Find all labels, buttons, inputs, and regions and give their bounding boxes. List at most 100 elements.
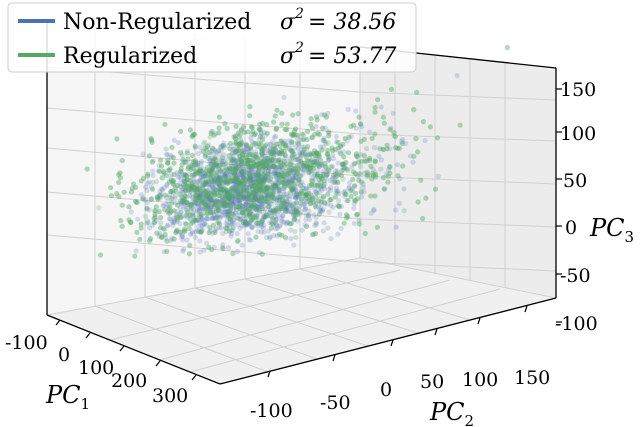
scatter-point bbox=[157, 195, 163, 201]
scatter-point bbox=[304, 136, 310, 143]
scatter-point bbox=[178, 128, 184, 134]
scatter-point bbox=[378, 157, 384, 163]
scatter-point bbox=[279, 166, 285, 172]
scatter-point bbox=[291, 170, 297, 176]
scatter-point bbox=[260, 146, 266, 152]
scatter-point bbox=[288, 167, 294, 174]
scatter-point bbox=[259, 224, 265, 230]
scatter-point bbox=[245, 192, 251, 198]
scatter-point bbox=[97, 252, 104, 258]
scatter-point bbox=[272, 205, 278, 211]
scatter-point bbox=[180, 234, 186, 240]
scatter-point bbox=[249, 225, 255, 231]
scatter-point bbox=[260, 180, 266, 186]
scatter-point bbox=[181, 247, 187, 253]
scatter-point bbox=[203, 215, 210, 221]
scatter-point bbox=[227, 220, 234, 226]
scatter-point bbox=[300, 201, 307, 207]
scatter-point bbox=[144, 187, 150, 193]
scatter-point bbox=[253, 191, 259, 198]
scatter-point bbox=[274, 151, 280, 157]
scatter-point bbox=[154, 230, 160, 236]
scatter-point bbox=[251, 202, 258, 208]
scatter-point bbox=[358, 121, 364, 127]
scatter-point bbox=[320, 171, 326, 177]
scatter-point bbox=[281, 203, 287, 209]
scatter-point bbox=[321, 193, 327, 200]
scatter-point bbox=[311, 159, 317, 165]
scatter-point bbox=[246, 171, 252, 177]
scatter-point bbox=[314, 190, 320, 196]
scatter-point bbox=[256, 210, 262, 216]
scatter-point bbox=[206, 199, 212, 205]
scatter-point bbox=[248, 202, 254, 208]
scatter-point bbox=[264, 158, 271, 164]
scatter-point bbox=[195, 207, 201, 213]
scatter-point bbox=[280, 219, 286, 225]
scatter-point bbox=[248, 166, 254, 172]
scatter-point bbox=[221, 199, 227, 205]
scatter-point bbox=[223, 170, 229, 177]
scatter-point bbox=[252, 191, 258, 197]
scatter-point bbox=[333, 185, 339, 191]
scatter-point bbox=[218, 198, 224, 204]
scatter-point bbox=[174, 211, 180, 217]
scatter-point bbox=[306, 208, 312, 214]
scatter-point bbox=[209, 216, 215, 222]
scatter-point bbox=[289, 187, 295, 193]
scatter-point bbox=[224, 189, 230, 195]
scatter-point bbox=[208, 168, 214, 174]
scatter-point bbox=[380, 114, 386, 120]
scatter-point bbox=[217, 174, 223, 180]
scatter-point bbox=[258, 200, 264, 206]
scatter-point bbox=[300, 167, 306, 173]
scatter-point bbox=[180, 188, 186, 194]
scatter-point bbox=[231, 170, 237, 176]
scatter-point bbox=[183, 221, 189, 227]
scatter-point bbox=[206, 193, 212, 200]
scatter-point bbox=[197, 238, 203, 244]
scatter-point bbox=[184, 206, 190, 212]
scatter-point bbox=[317, 185, 324, 191]
scatter-point bbox=[251, 140, 257, 146]
scatter-point bbox=[233, 174, 239, 180]
scatter-point bbox=[253, 172, 259, 178]
scatter-point bbox=[309, 135, 315, 141]
scatter-point bbox=[246, 147, 252, 153]
scatter-point bbox=[245, 170, 251, 176]
scatter-point bbox=[215, 181, 221, 187]
scatter-point bbox=[191, 174, 197, 180]
scatter-point bbox=[283, 144, 289, 150]
scatter-point bbox=[422, 138, 428, 144]
scatter-point bbox=[183, 199, 190, 205]
scatter-point bbox=[215, 175, 221, 181]
scatter-point bbox=[240, 173, 246, 179]
scatter-point bbox=[287, 147, 293, 153]
y-tick-label: 50 bbox=[420, 371, 444, 393]
scatter-point bbox=[158, 192, 164, 198]
scatter-point bbox=[273, 220, 279, 226]
scatter-point bbox=[151, 215, 157, 222]
scatter-point bbox=[235, 201, 242, 207]
scatter-point bbox=[118, 218, 124, 224]
scatter-point bbox=[246, 192, 252, 198]
scatter-point bbox=[256, 204, 262, 210]
scatter-point bbox=[225, 195, 231, 201]
scatter-point bbox=[289, 149, 295, 155]
gridline bbox=[144, 296, 318, 360]
scatter-point bbox=[258, 187, 264, 193]
scatter-point bbox=[344, 198, 350, 204]
scatter-point bbox=[263, 149, 269, 156]
scatter-point bbox=[317, 144, 324, 150]
scatter-point bbox=[278, 218, 284, 224]
scatter-point bbox=[221, 209, 227, 216]
scatter-point bbox=[268, 214, 274, 220]
scatter-point bbox=[263, 214, 269, 220]
scatter-point bbox=[186, 225, 192, 231]
scatter-point bbox=[263, 155, 270, 162]
scatter-point bbox=[232, 210, 238, 216]
scatter-point bbox=[253, 203, 259, 209]
scatter-point bbox=[253, 234, 259, 240]
scatter-point bbox=[216, 221, 223, 227]
scatter-point bbox=[163, 235, 169, 241]
